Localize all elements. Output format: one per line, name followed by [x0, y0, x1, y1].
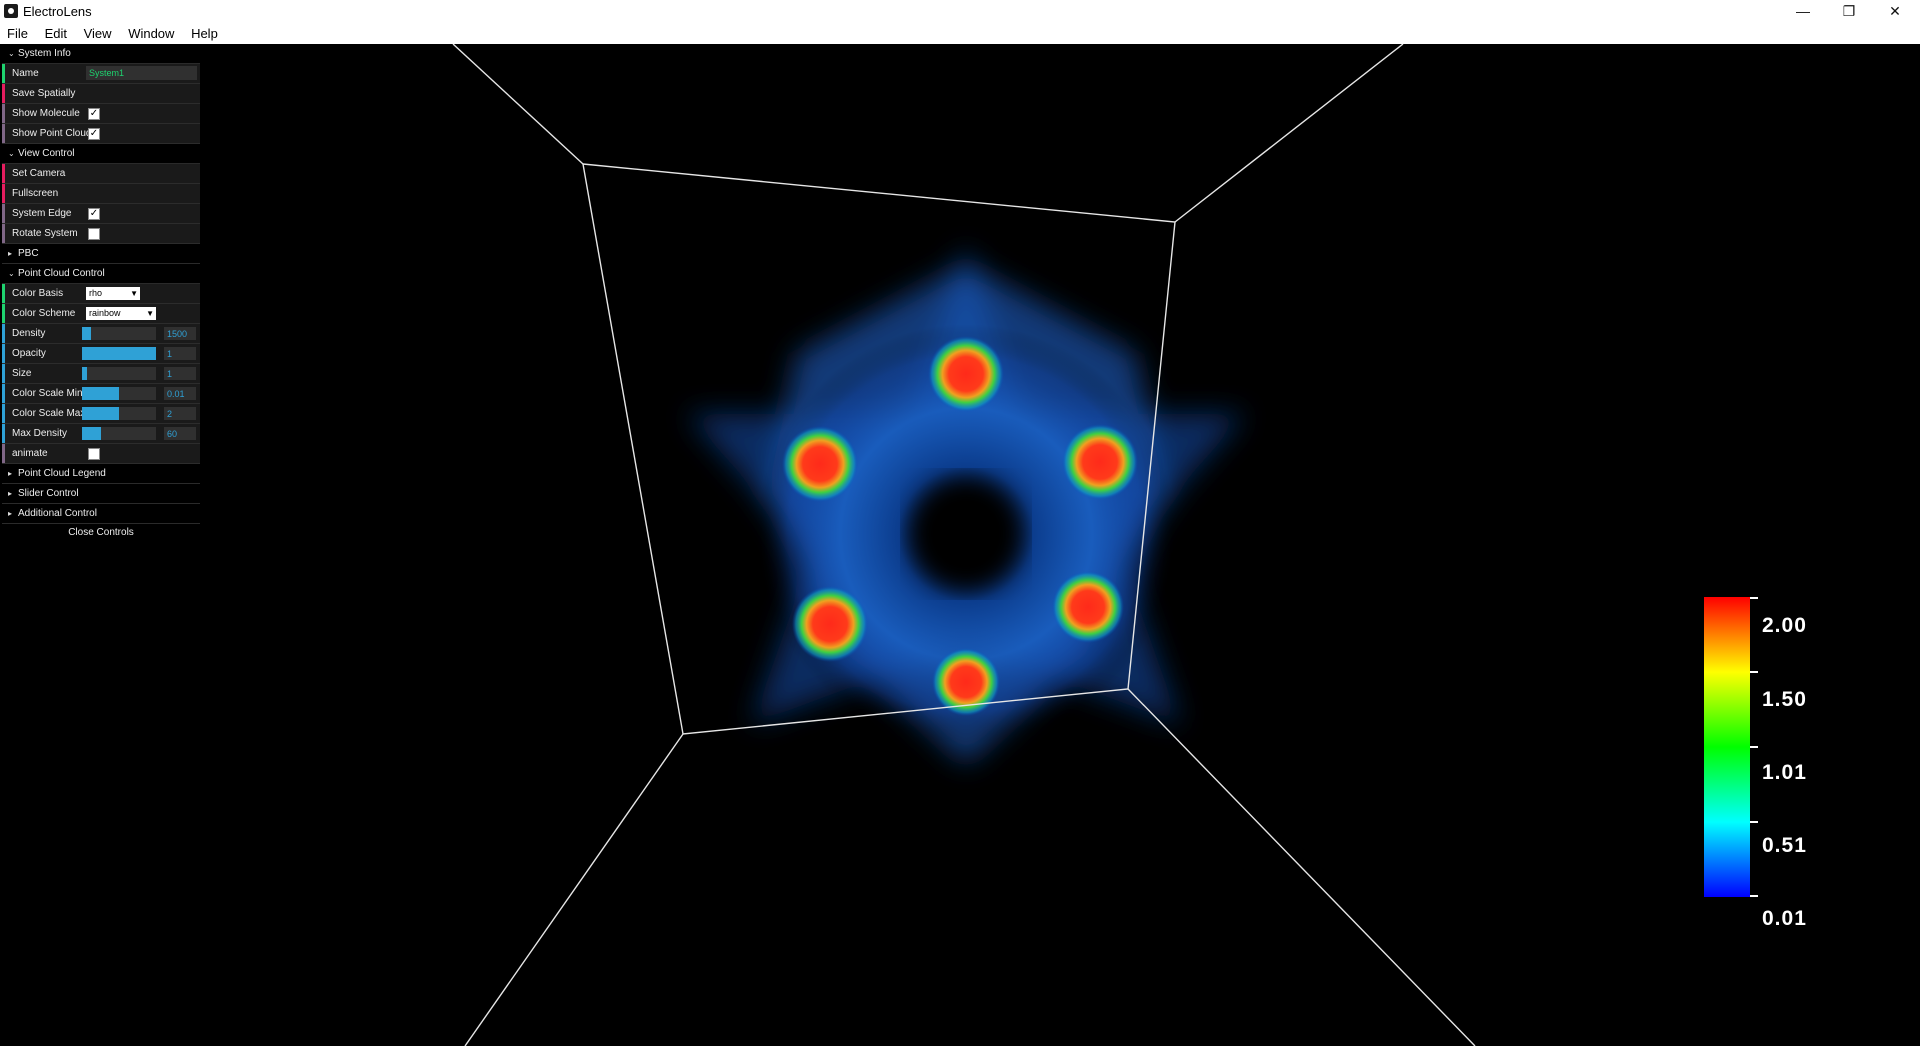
color-scheme-select[interactable]: rainbow ▼: [86, 307, 156, 320]
folder-point-cloud-legend[interactable]: ▸ Point Cloud Legend: [2, 464, 200, 484]
menu-help[interactable]: Help: [191, 26, 218, 41]
legend-tick: [1750, 746, 1758, 748]
animate-row: animate: [2, 444, 200, 464]
chevron-right-icon: ▸: [8, 469, 13, 478]
atom-density-spot: [792, 586, 868, 662]
ring-hole: [911, 479, 1021, 589]
name-row: Name System1: [2, 64, 200, 84]
max-density-row: Max Density 60: [2, 424, 200, 444]
menu-edit[interactable]: Edit: [44, 26, 67, 41]
size-value[interactable]: 1: [164, 367, 196, 380]
folder-view-control[interactable]: ⌄ View Control: [2, 144, 200, 164]
opacity-slider[interactable]: [82, 347, 156, 360]
opacity-value[interactable]: 1: [164, 347, 196, 360]
slider-fill: [82, 427, 101, 440]
color-basis-row: Color Basis rho ▼: [2, 284, 200, 304]
atom-density-spot: [932, 648, 1000, 716]
show-point-cloud-checkbox[interactable]: ✓: [88, 128, 100, 140]
atom-density-spot: [1052, 571, 1124, 643]
rotate-system-checkbox[interactable]: [88, 228, 100, 240]
close-window-button[interactable]: ✕: [1889, 3, 1901, 19]
folder-point-cloud-control[interactable]: ⌄ Point Cloud Control: [2, 264, 200, 284]
system-edge-box: [452, 44, 1476, 1046]
chevron-down-icon: ⌄: [8, 149, 15, 158]
show-molecule-checkbox[interactable]: ✓: [88, 108, 100, 120]
legend-label: 0.01: [1762, 907, 1807, 930]
color-scale-max-row: Color Scale Max 2: [2, 404, 200, 424]
max-density-value[interactable]: 60: [164, 427, 196, 440]
show-point-cloud-row: Show Point Cloud ✓: [2, 124, 200, 144]
slider-fill: [82, 327, 91, 340]
rotate-system-row: Rotate System: [2, 224, 200, 244]
close-controls-button[interactable]: Close Controls: [2, 524, 200, 542]
dropdown-arrow-icon: ▼: [146, 309, 154, 318]
scene-canvas: [452, 44, 1476, 1046]
legend-label: 1.01: [1762, 761, 1807, 784]
app-icon: [4, 4, 18, 18]
slider-fill: [82, 347, 156, 360]
legend-tick: [1750, 821, 1758, 823]
color-scale-min-slider[interactable]: [82, 387, 156, 400]
dropdown-arrow-icon: ▼: [130, 289, 138, 298]
atom-density-spot: [1062, 424, 1138, 500]
color-scheme-row: Color Scheme rainbow ▼: [2, 304, 200, 324]
folder-slider-control[interactable]: ▸ Slider Control: [2, 484, 200, 504]
legend-label: 2.00: [1762, 614, 1807, 637]
density-slider[interactable]: [82, 327, 156, 340]
legend-tick: [1750, 597, 1758, 599]
fullscreen-button[interactable]: Fullscreen: [2, 184, 200, 204]
set-camera-button[interactable]: Set Camera: [2, 164, 200, 184]
name-field[interactable]: System1: [86, 66, 197, 80]
max-density-slider[interactable]: [82, 427, 156, 440]
atom-density-spot: [928, 336, 1004, 412]
animate-checkbox[interactable]: [88, 448, 100, 460]
slider-fill: [82, 407, 119, 420]
control-panel: ⌄ System Info Name System1 Save Spatially…: [2, 44, 200, 542]
menu-bar: File Edit View Window Help: [0, 22, 1920, 45]
chevron-right-icon: ▸: [8, 509, 13, 518]
folder-additional-control[interactable]: ▸ Additional Control: [2, 504, 200, 524]
chevron-right-icon: ▸: [8, 249, 13, 258]
folder-pbc[interactable]: ▸ PBC: [2, 244, 200, 264]
window-title: ElectroLens: [23, 4, 92, 19]
slider-fill: [82, 387, 119, 400]
size-row: Size 1: [2, 364, 200, 384]
menu-file[interactable]: File: [7, 26, 28, 41]
legend-label: 1.50: [1762, 688, 1807, 711]
legend-tick: [1750, 671, 1758, 673]
size-slider[interactable]: [82, 367, 156, 380]
menu-view[interactable]: View: [83, 26, 112, 41]
atom-density-spot: [782, 426, 858, 502]
color-scale-max-slider[interactable]: [82, 407, 156, 420]
chevron-down-icon: ⌄: [8, 269, 15, 278]
legend-label: 0.51: [1762, 834, 1807, 857]
show-molecule-row: Show Molecule ✓: [2, 104, 200, 124]
chevron-right-icon: ▸: [8, 489, 13, 498]
chevron-down-icon: ⌄: [8, 49, 15, 58]
density-value[interactable]: 1500: [164, 327, 196, 340]
color-scale-max-value[interactable]: 2: [164, 407, 196, 420]
opacity-row: Opacity 1: [2, 344, 200, 364]
color-scale-min-value[interactable]: 0.01: [164, 387, 196, 400]
save-spatially-button[interactable]: Save Spatially: [2, 84, 200, 104]
restore-button[interactable]: ❐: [1842, 3, 1856, 19]
system-edge-checkbox[interactable]: ✓: [88, 208, 100, 220]
legend-tick: [1750, 895, 1758, 897]
color-scale-min-row: Color Scale Min 0.01: [2, 384, 200, 404]
system-edge-row: System Edge ✓: [2, 204, 200, 224]
density-row: Density 1500: [2, 324, 200, 344]
slider-fill: [82, 367, 88, 380]
title-bar: ElectroLens — ❐ ✕: [0, 0, 1920, 22]
3d-viewport[interactable]: [0, 44, 1920, 1046]
minimize-button[interactable]: —: [1796, 3, 1810, 19]
color-scale-legend: [1704, 597, 1750, 897]
color-basis-select[interactable]: rho ▼: [86, 287, 140, 300]
folder-system-info[interactable]: ⌄ System Info: [2, 44, 200, 64]
menu-window[interactable]: Window: [128, 26, 175, 41]
